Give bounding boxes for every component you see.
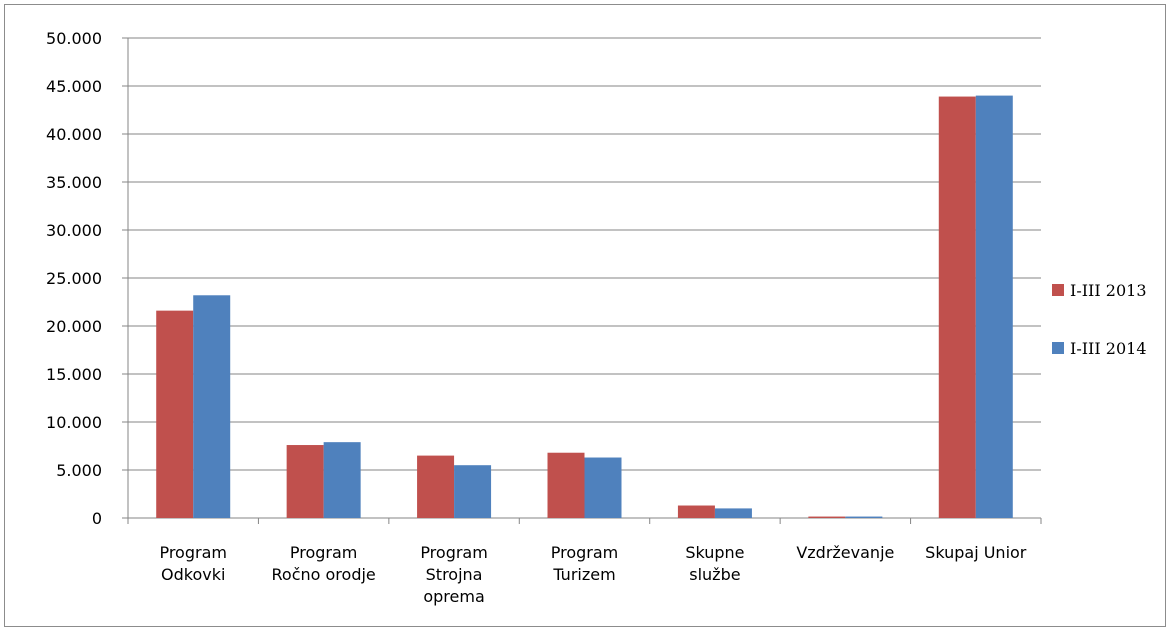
y-tick-label: 25.000 [46,269,102,288]
bar-i-iii-2013 [547,452,585,518]
y-tick-label: 45.000 [46,77,102,96]
bar-i-iii-2013 [938,96,976,518]
axes [122,37,1042,524]
bar-i-iii-2014 [845,516,883,518]
bars [156,95,1013,518]
category-label: Program Odkovki [159,543,227,584]
category-label-line: Turizem [552,565,615,584]
y-tick-label: 50.000 [46,29,102,48]
bar-i-iii-2014 [975,95,1013,518]
bar-i-iii-2013 [286,445,324,518]
bar-i-iii-2013 [677,505,715,518]
category-label: Program Strojna oprema [420,543,488,606]
legend-swatch [1052,342,1064,354]
category-label-line: Program [420,543,488,562]
gridlines [128,37,1041,471]
category-label-line: Skupaj Unior [925,543,1027,562]
category-label-line: Program [159,543,227,562]
category-label-line: Odkovki [161,565,225,584]
legend-label: I-III 2013 [1070,281,1147,300]
bar-i-iii-2013 [808,516,846,518]
y-tick-label: 40.000 [46,125,102,144]
category-label-line: Skupne [685,543,744,562]
y-tick-label: 15.000 [46,365,102,384]
category-label-line: Program [551,543,619,562]
y-tick-label: 10.000 [46,413,102,432]
category-label-line: Ročno orodje [272,565,376,584]
bar-i-iii-2013 [417,455,455,518]
category-label: Vzdrževanje [796,543,894,562]
y-tick-label: 35.000 [46,173,102,192]
category-label-line: oprema [423,587,484,606]
y-tick-label: 5.000 [56,461,102,480]
category-label-line: Strojna [426,565,483,584]
y-tick-label: 20.000 [46,317,102,336]
bar-i-iii-2014 [454,465,492,518]
category-label: Skupaj Unior [925,543,1027,562]
category-label-line: Program [290,543,358,562]
y-tick-label: 30.000 [46,221,102,240]
y-tick-labels: 0 5.000 10.000 15.000 20.000 25.000 30.000 35.0… [46,29,102,528]
bar-i-iii-2014 [714,508,752,518]
bar-i-iii-2013 [156,310,194,518]
category-label: Program Ročno orodje [272,543,376,584]
legend-label: I-III 2014 [1070,339,1147,358]
y-tick-label: 0 [92,509,102,528]
legend-swatch [1052,284,1064,296]
bar-i-iii-2014 [584,457,622,518]
bar-i-iii-2014 [193,295,231,518]
legend: I-III 2013 I-III 2014 [1052,281,1147,358]
bar-i-iii-2014 [323,442,361,518]
category-label-line: Vzdrževanje [796,543,894,562]
category-label: Skupne službe [685,543,744,584]
category-label-line: službe [689,565,740,584]
category-label: Program Turizem [551,543,619,584]
